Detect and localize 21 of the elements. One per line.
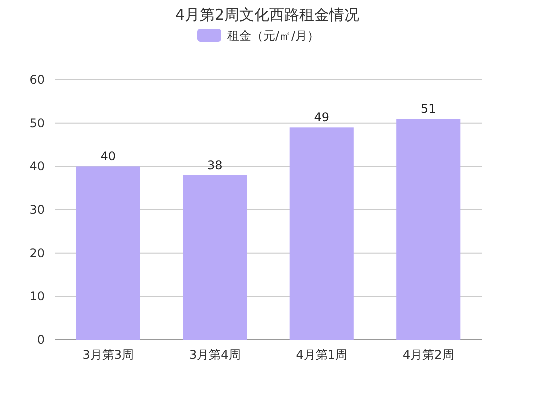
x-tick-label: 4月第2周 (402, 348, 454, 362)
y-tick-label: 60 (30, 73, 45, 87)
y-tick-label: 10 (30, 290, 45, 304)
bar (76, 166, 140, 340)
data-label: 38 (207, 158, 223, 172)
data-label: 40 (100, 150, 116, 164)
data-label: 49 (314, 110, 330, 125)
y-tick-label: 50 (30, 116, 45, 130)
x-tick-label: 3月第4周 (189, 348, 241, 362)
x-tick-label: 4月第1周 (296, 348, 348, 362)
y-tick-label: 20 (30, 246, 45, 260)
bar (290, 128, 354, 340)
bar (183, 175, 248, 340)
bar (396, 119, 461, 340)
y-tick-label: 0 (37, 333, 45, 347)
x-tick-label: 3月第3周 (82, 348, 134, 362)
y-tick-label: 40 (30, 160, 45, 174)
legend-label: 租金（元/㎡/月） (228, 29, 320, 43)
y-tick-label: 30 (30, 203, 45, 217)
chart-title: 4月第2周文化西路租金情况 (175, 6, 360, 24)
data-label: 51 (420, 102, 436, 116)
